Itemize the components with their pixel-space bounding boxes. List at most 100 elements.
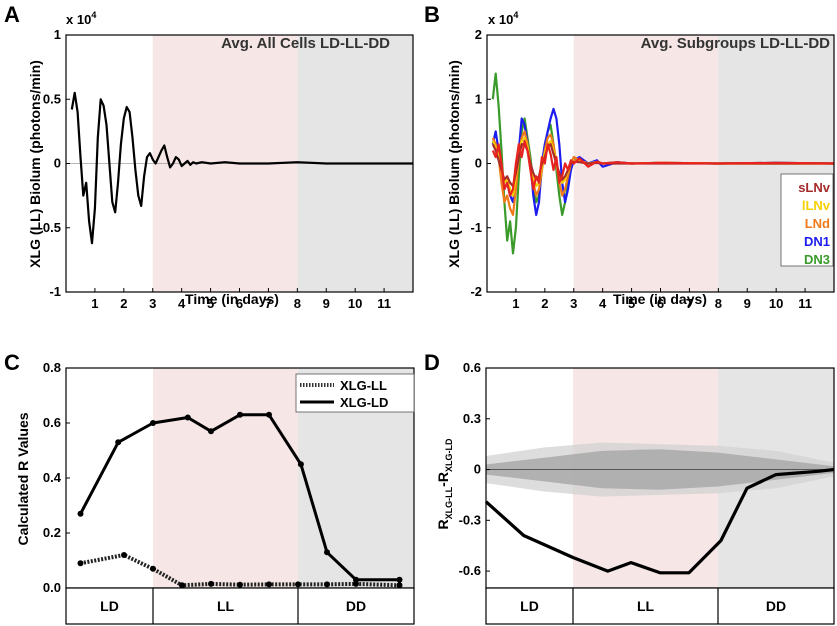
panel-b-legend-box bbox=[780, 173, 834, 267]
panelB-xtick-label-5: 6 bbox=[657, 296, 664, 311]
panelC-ytick-label-3: 0.6 bbox=[43, 415, 61, 430]
panelB-xtick-label-4: 5 bbox=[628, 296, 635, 311]
panel-letter-d: D bbox=[424, 350, 440, 375]
panel-d-ylabel-r: R bbox=[435, 519, 451, 529]
panel-c-xlg-ll-point-8 bbox=[324, 581, 330, 588]
panel-c-xlg-ll-point-10 bbox=[396, 582, 403, 589]
panelB-xtick-label-9: 10 bbox=[769, 296, 783, 311]
panel-c-series-xlg-ll bbox=[80, 553, 400, 588]
panel-d-ylabel: RXLG-LL-RXLG-LD bbox=[435, 438, 454, 529]
panelB-xtick-label-6: 7 bbox=[686, 296, 693, 311]
panelA-xtick-label-5: 6 bbox=[236, 296, 243, 311]
panel-c-xlg-ld-point-2 bbox=[150, 420, 156, 426]
panel-c-xlg-ll-point-0 bbox=[77, 560, 84, 567]
panelD-ytick-label-2: 0 bbox=[474, 462, 481, 477]
panel-c-xlg-ld-point-4 bbox=[208, 428, 214, 435]
panelB-ytick-label-3: 1 bbox=[475, 91, 482, 106]
panel-c-xlg-ll-point-1 bbox=[121, 552, 127, 558]
panelA-xtick-label-2: 3 bbox=[149, 296, 156, 311]
panelA-xtick-label-3: 4 bbox=[178, 296, 186, 311]
panel-c-xlg-ll-point-4 bbox=[208, 580, 214, 587]
panelA-xtick-label-9: 10 bbox=[348, 296, 362, 311]
panelB-xtick-label-1: 2 bbox=[541, 296, 548, 311]
panel-c-xlg-ll-point-6 bbox=[266, 581, 272, 588]
panel-c-legend-box bbox=[295, 373, 415, 413]
panel-a-ylabel: XLG (LL) Biolum (photons/min) bbox=[27, 60, 43, 268]
panel-a-series-0 bbox=[70, 91, 413, 245]
panelC-ytick-label-1: 0.2 bbox=[43, 525, 61, 540]
legend-xlg-ll: XLG-LL bbox=[340, 378, 387, 393]
panel-c-xlg-ld-point-1 bbox=[115, 439, 122, 446]
panel-c-xlg-ll-point-3 bbox=[179, 582, 185, 589]
panel-b-exponent-base: x 10 bbox=[488, 12, 513, 27]
panel-c-ll-band bbox=[153, 368, 298, 588]
panel-b-xlabel: Time (in days) bbox=[613, 291, 707, 307]
panel-c-xlg-ld-point-7 bbox=[297, 461, 304, 468]
panelB-xtick-label-7: 8 bbox=[715, 296, 722, 311]
panel-b-exponent-power: 4 bbox=[513, 10, 518, 20]
panel-letter-a: A bbox=[4, 2, 20, 27]
panelB-xtick-label-3: 4 bbox=[599, 296, 607, 311]
panel-c-xlg-ll-point-5 bbox=[237, 581, 243, 588]
panel-b-title: Avg. Subgroups LD-LL-DD bbox=[641, 35, 831, 52]
panelC-phase-label-dd: DD bbox=[346, 598, 366, 614]
panelC-phase-bar bbox=[65, 587, 415, 625]
panelA-xtick-label-10: 11 bbox=[377, 296, 391, 311]
panel-d: -0.6 -0.3 0 0.3 0.6 LD LL DD RXLG-LL-RXLG-LD bbox=[435, 360, 835, 625]
panel-c-ylabel: Calculated R Values bbox=[15, 412, 31, 545]
panelB-xtick-label-10: 11 bbox=[798, 296, 812, 311]
panel-a: -1 -0.5 0 0.5 1 1 2 3 4 5 6 7 8 9 10 11 Avg. All Cells… bbox=[27, 10, 414, 311]
panel-c: 0.0 0.2 0.4 0.6 0.8 LD LL DD Calculated R Valu… bbox=[15, 360, 415, 625]
panelC-ytick-label-0: 0.0 bbox=[43, 580, 61, 595]
panel-c-xlg-ld-point-5 bbox=[237, 411, 243, 418]
legend-llnv: lLNv bbox=[802, 198, 831, 213]
panelB-xtick-label-0: 1 bbox=[512, 296, 519, 311]
panel-d-ylabel-sub1: XLG-LL bbox=[444, 486, 454, 519]
panelB-ytick-label-1: -1 bbox=[470, 220, 482, 235]
panel-b-series-dn1 bbox=[491, 107, 835, 216]
panelC-phase-label-ld: LD bbox=[100, 598, 119, 614]
panelA-xtick-label-8: 9 bbox=[323, 296, 330, 311]
legend-slnv: sLNv bbox=[798, 180, 831, 195]
legend-dn1: DN1 bbox=[804, 234, 830, 249]
panel-a-exponent-base: x 10 bbox=[66, 12, 91, 27]
panel-letter-c: C bbox=[4, 350, 20, 375]
panelA-ytick-label-0: -1 bbox=[49, 284, 61, 299]
panelA-xtick-label-4: 5 bbox=[207, 296, 214, 311]
legend-lnd: LNd bbox=[805, 216, 830, 231]
panelC-phase-label-ll: LL bbox=[217, 598, 235, 614]
panelB-ytick-label-2: 0 bbox=[475, 156, 482, 171]
panelB-ytick-label-0: -2 bbox=[470, 284, 482, 299]
panelA-ytick-label-2: 0 bbox=[54, 156, 61, 171]
panelD-ytick-label-0: -0.6 bbox=[459, 563, 481, 578]
panelD-ytick-label-1: -0.3 bbox=[459, 512, 481, 527]
panel-a-exponent-power: 4 bbox=[91, 10, 96, 20]
panel-b: -2 -1 0 1 2 1 2 3 4 5 6 7 8 9 10 11 Avg. Subgroups LD-… bbox=[446, 10, 835, 311]
panelA-ytick-label-4: 1 bbox=[54, 27, 61, 42]
panel-c-xlg-ll-point-7 bbox=[295, 581, 301, 588]
panelA-ytick-label-3: 0.5 bbox=[43, 91, 61, 106]
panel-c-xlg-ld-point-0 bbox=[77, 510, 84, 517]
panel-c-xlg-ll-point-9 bbox=[353, 580, 359, 587]
panelB-xtick-label-2: 3 bbox=[570, 296, 577, 311]
panelD-phase-label-ld: LD bbox=[520, 598, 539, 614]
panelB-ytick-label-4: 2 bbox=[475, 27, 482, 42]
panel-letter-b: B bbox=[424, 2, 440, 27]
panel-c-xlg-ll-point-2 bbox=[150, 565, 156, 572]
panel-d-ylabel-minus: -R bbox=[435, 472, 451, 487]
legend-xlg-ld: XLG-LD bbox=[340, 395, 388, 410]
panelA-ytick-label-1: -0.5 bbox=[39, 220, 61, 235]
panel-d-ylabel-sub2: XLG-LD bbox=[444, 438, 454, 472]
panel-c-xlg-ld-point-10 bbox=[396, 576, 403, 583]
panelD-phase-bar bbox=[485, 587, 835, 625]
panel-a-exponent: x 104 bbox=[66, 10, 96, 27]
panel-b-ylabel: XLG (LL) Biolum (photons/min) bbox=[446, 60, 462, 268]
panelD-phase-label-ll: LL bbox=[637, 598, 655, 614]
panel-a-title: Avg. All Cells LD-LL-DD bbox=[221, 35, 390, 52]
panelA-xtick-label-1: 2 bbox=[120, 296, 127, 311]
panelB-xtick-label-8: 9 bbox=[744, 296, 751, 311]
legend-dn3: DN3 bbox=[804, 252, 830, 267]
panelD-ytick-label-4: 0.6 bbox=[463, 360, 481, 375]
panel-c-xlg-ld-point-6 bbox=[266, 411, 272, 418]
